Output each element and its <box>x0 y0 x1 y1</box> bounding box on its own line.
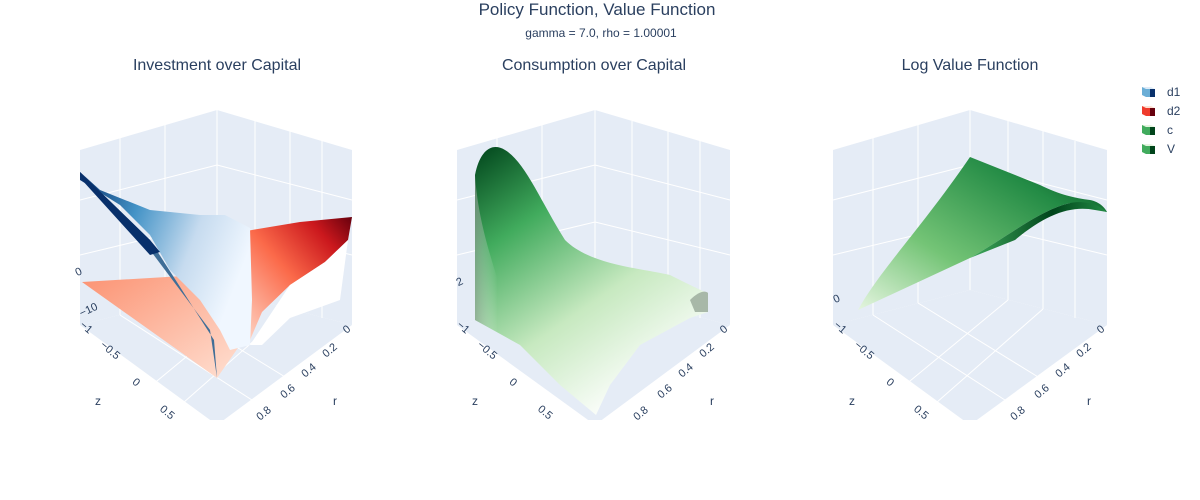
scene-2-x-label: r <box>710 394 714 408</box>
legend-label-d2: d2 <box>1167 103 1181 118</box>
scene-3-x-tick-3: 0.6 <box>1032 382 1051 401</box>
scene-3-floor <box>833 290 1107 420</box>
scene-2-z-tick-0: 2 <box>454 276 465 289</box>
subplot-title-1: Investment over Capital <box>133 57 301 74</box>
scene-3-x-label: r <box>1087 394 1091 408</box>
scene-1-z-tick-0: 0 <box>73 266 84 279</box>
legend-swatch-d1 <box>1141 86 1157 98</box>
figure-title: Policy Function, Value Function <box>479 0 716 19</box>
legend-item-d1[interactable]: d1 <box>1141 82 1196 101</box>
scene-3-x-tick-2: 0.4 <box>1053 361 1072 380</box>
surface-d2-main <box>240 217 352 345</box>
surface-c-right-lip <box>690 291 708 312</box>
surface-d1-main <box>80 172 252 350</box>
scene-1-x-tick-3: 0.6 <box>278 382 297 401</box>
scene-2-x-tick-3: 0.6 <box>655 382 674 401</box>
figure-subtitle: gamma = 7.0, rho = 1.00001 <box>525 26 677 40</box>
scene-2-y-tick-2: 0 <box>507 376 519 389</box>
surface-d2-underside <box>250 240 348 345</box>
legend-item-d2[interactable]: d2 <box>1141 101 1196 120</box>
legend-label-V: V <box>1167 141 1176 156</box>
scene-1-x-label: r <box>333 394 337 408</box>
scene-1-x-tick-4: 0.8 <box>254 404 273 423</box>
surface-c-shade <box>475 175 520 345</box>
surface-v-top <box>858 157 1107 310</box>
scene-3-x-tick-4: 0.8 <box>1008 404 1027 423</box>
legend-swatch-V <box>1141 143 1157 155</box>
scene-3-z-tick-0: 0 <box>831 293 842 306</box>
surface-d1-edge-dark <box>80 172 160 255</box>
scene-1-y-label: z <box>95 394 101 408</box>
scene-2-y-tick-3: 0.5 <box>535 403 554 422</box>
legend-item-V[interactable]: V <box>1141 139 1196 158</box>
legend-swatch-d2 <box>1141 105 1157 117</box>
legend-label-c: c <box>1167 122 1173 137</box>
legend-item-c[interactable]: c <box>1141 120 1196 139</box>
scene-2[interactable]: 2 −1 −0.5 0 0.5 z 0 0.2 0.4 0.6 0.8 r <box>454 110 730 425</box>
surface-v-ridge <box>970 202 1107 258</box>
subplot-title-3: Log Value Function <box>902 57 1039 74</box>
scene-3-y-tick-2: 0 <box>884 376 896 389</box>
legend-swatch-c <box>1141 124 1157 136</box>
scene-3-y-label: z <box>849 394 855 408</box>
legend-label-d1: d1 <box>1167 84 1181 99</box>
subplot-title-2: Consumption over Capital <box>502 57 686 74</box>
scene-2-x-tick-2: 0.4 <box>676 361 695 380</box>
scene-2-y-label: z <box>472 394 478 408</box>
scene-1-y-tick-3: 0.5 <box>157 403 176 422</box>
scene-1-x-tick-2: 0.4 <box>299 361 318 380</box>
scene-1[interactable]: 0 −10 −1 −0.5 0 0.5 z 0 0.2 0.4 0.6 0.8 … <box>73 110 353 425</box>
scene-2-x-tick-4: 0.8 <box>631 404 650 423</box>
scene-3-y-tick-3: 0.5 <box>911 403 930 422</box>
scene-1-y-tick-2: 0 <box>130 376 142 389</box>
scene-3[interactable]: 0 −1 −0.5 0 0.5 z 0 0.2 0.4 0.6 0.8 r <box>831 110 1107 425</box>
legend: d1 d2 c V <box>1141 82 1196 158</box>
surface-c <box>475 147 708 415</box>
